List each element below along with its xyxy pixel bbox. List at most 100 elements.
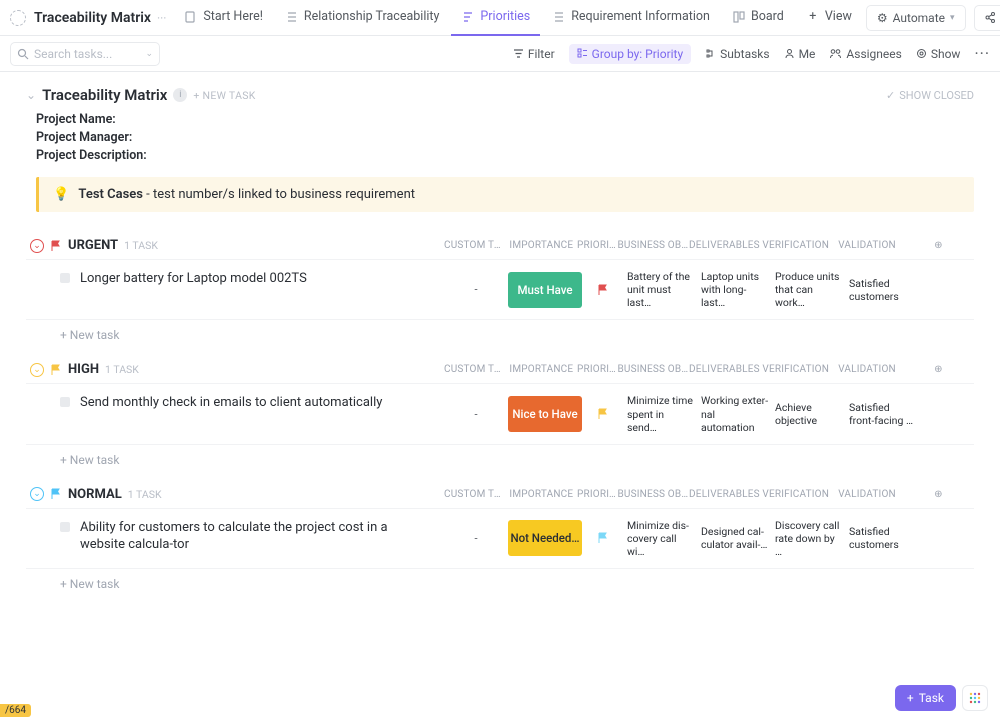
task-title[interactable]: Ability for customers to calculate the p… — [80, 519, 444, 558]
column-header[interactable]: DELIVERABLES — [689, 364, 760, 375]
tab-priorities[interactable]: Priorities — [451, 0, 540, 36]
task-title[interactable]: Send monthly check in emails to client a… — [80, 394, 444, 433]
cell-custom-id[interactable]: - — [444, 532, 508, 545]
cell-custom-id[interactable]: - — [444, 408, 508, 421]
task-group: ⌄ HIGH 1 TASK CUSTOM TASK IDIMPORTANCEPR… — [26, 362, 974, 466]
status-square-icon[interactable] — [60, 397, 70, 407]
column-header[interactable]: PRIORITY — [577, 240, 617, 251]
column-header[interactable]: VALIDATION — [831, 489, 902, 500]
tab-relationship[interactable]: Relationship Traceability — [275, 0, 450, 36]
column-header[interactable]: IMPORTANCE — [506, 364, 577, 375]
cell-deliverables[interactable]: Designed cal‐culator avail‐… — [698, 525, 772, 551]
info-icon[interactable]: i — [173, 88, 187, 102]
column-header[interactable]: VALIDATION — [831, 364, 902, 375]
add-column-button[interactable]: ⊕ — [903, 489, 974, 500]
apps-button[interactable] — [962, 685, 988, 711]
show-button[interactable]: Show — [916, 47, 961, 61]
task-row[interactable]: Longer battery for Laptop model 002TS - … — [26, 259, 974, 320]
tab-start-here[interactable]: Start Here! — [174, 0, 273, 36]
add-column-button[interactable]: ⊕ — [903, 364, 974, 375]
automate-label: Automate — [893, 11, 945, 25]
flag-icon — [50, 364, 62, 376]
cell-custom-id[interactable]: - — [444, 283, 508, 296]
group-name[interactable]: NORMAL — [68, 487, 122, 502]
assignees-label: Assignees — [846, 47, 901, 61]
cell-deliverables[interactable]: Laptop units with long-last… — [698, 270, 772, 309]
status-square-icon[interactable] — [60, 522, 70, 532]
task-title[interactable]: Longer battery for Laptop model 002TS — [80, 270, 444, 309]
column-header[interactable]: PRIORITY — [577, 364, 617, 375]
cell-importance[interactable]: Must Have — [508, 272, 582, 308]
add-task-button[interactable]: + New task — [26, 569, 974, 591]
collapse-icon[interactable]: ⌄ — [30, 487, 44, 501]
column-header[interactable]: VERIFICATION — [760, 364, 831, 375]
tab-label: Start Here! — [203, 9, 263, 24]
column-header[interactable]: DELIVERABLES — [689, 489, 760, 500]
cell-business[interactable]: Minimize dis‐covery call wi… — [624, 519, 698, 558]
status-square-icon[interactable] — [60, 273, 70, 283]
tab-board[interactable]: Board — [722, 0, 794, 36]
flag-icon — [50, 488, 62, 500]
show-closed-button[interactable]: ✓ SHOW CLOSED — [886, 89, 974, 102]
toolbar: Search tasks... ⌄ Filter Group by: Prior… — [0, 36, 1000, 72]
cell-deliverables[interactable]: Working exter‐nal automation — [698, 394, 772, 433]
subtasks-button[interactable]: Subtasks — [705, 47, 769, 61]
column-header[interactable]: IMPORTANCE — [506, 489, 577, 500]
new-task-inline-button[interactable]: + NEW TASK — [193, 89, 255, 102]
cell-importance[interactable]: Nice to Have — [508, 396, 582, 432]
automate-button[interactable]: ⚙ Automate ▾ — [866, 5, 966, 31]
add-task-button[interactable]: + New task — [26, 320, 974, 342]
cell-importance[interactable]: Not Needed… — [508, 520, 582, 556]
cell-priority[interactable] — [582, 532, 624, 544]
column-header[interactable]: VALIDATION — [831, 240, 902, 251]
share-icon — [985, 12, 996, 23]
column-header[interactable]: VERIFICATION — [760, 240, 831, 251]
cell-validation[interactable]: Satisfied customers — [846, 277, 920, 303]
column-header[interactable]: CUSTOM TASK ID — [444, 240, 506, 251]
tab-requirement-info[interactable]: Requirement Information — [542, 0, 720, 36]
chevron-down-icon: ▾ — [950, 13, 955, 23]
column-header[interactable]: PRIORITY — [577, 489, 617, 500]
group-name[interactable]: HIGH — [68, 362, 99, 377]
group-name[interactable]: URGENT — [68, 238, 118, 253]
more-icon[interactable]: ··· — [974, 44, 990, 63]
cell-validation[interactable]: Satisfied front-facing … — [846, 401, 920, 427]
cell-priority[interactable] — [582, 408, 624, 420]
add-column-button[interactable]: ⊕ — [903, 240, 974, 251]
cell-priority[interactable] — [582, 284, 624, 296]
group-icon — [577, 48, 588, 59]
column-header[interactable]: CUSTOM TASK ID — [444, 489, 506, 500]
filter-button[interactable]: Filter — [513, 47, 555, 61]
cell-validation[interactable]: Satisfied customers — [846, 525, 920, 551]
column-header[interactable]: BUSINESS OBJE… — [617, 489, 688, 500]
assignees-button[interactable]: Assignees — [829, 47, 901, 61]
tab-label: View — [825, 9, 852, 24]
new-task-fab[interactable]: + Task — [895, 685, 956, 711]
share-button[interactable]: Share — [974, 5, 1000, 31]
column-header[interactable]: BUSINESS OBJE… — [617, 240, 688, 251]
board-icon — [732, 10, 746, 24]
overflow-icon[interactable]: ··· — [157, 11, 166, 25]
column-header[interactable]: VERIFICATION — [760, 489, 831, 500]
chevron-down-icon[interactable]: ⌄ — [26, 88, 36, 102]
cell-verification[interactable]: Achieve objective — [772, 401, 846, 427]
group-by-button[interactable]: Group by: Priority — [569, 44, 692, 64]
task-row[interactable]: Ability for customers to calculate the p… — [26, 508, 974, 569]
column-header[interactable]: DELIVERABLES — [689, 240, 760, 251]
collapse-icon[interactable]: ⌄ — [30, 239, 44, 253]
me-button[interactable]: Me — [784, 47, 816, 61]
cell-business[interactable]: Battery of the unit must last… — [624, 270, 698, 309]
people-icon — [829, 48, 842, 59]
cell-verification[interactable]: Produce units that can work… — [772, 270, 846, 309]
tab-add-view[interactable]: + View — [796, 0, 862, 36]
cell-verification[interactable]: Discovery call rate down by … — [772, 519, 846, 558]
add-task-button[interactable]: + New task — [26, 445, 974, 467]
collapse-icon[interactable]: ⌄ — [30, 363, 44, 377]
search-input[interactable]: Search tasks... ⌄ — [10, 42, 160, 66]
column-header[interactable]: IMPORTANCE — [506, 240, 577, 251]
page-title-crumb[interactable]: Traceability Matrix — [34, 10, 151, 26]
column-header[interactable]: BUSINESS OBJE… — [617, 364, 688, 375]
column-header[interactable]: CUSTOM TASK ID — [444, 364, 506, 375]
task-row[interactable]: Send monthly check in emails to client a… — [26, 383, 974, 444]
cell-business[interactable]: Minimize time spent in send… — [624, 394, 698, 433]
